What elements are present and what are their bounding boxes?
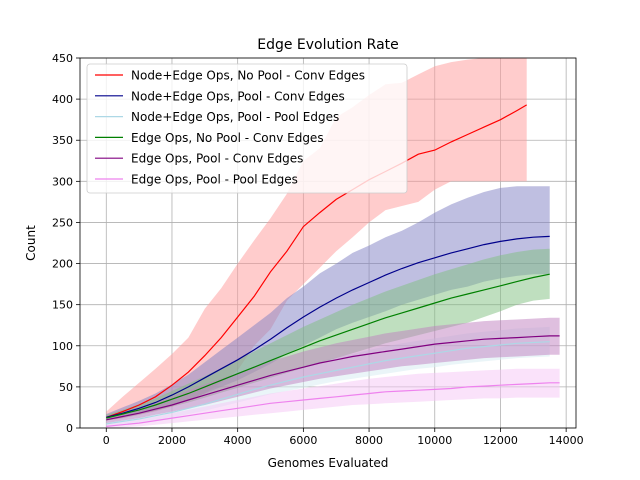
y-axis-label: Count (24, 225, 38, 261)
plot-frame (79, 57, 577, 429)
series-3-line (106, 273, 550, 419)
x-tick-label-7: 14000 (549, 434, 584, 447)
legend-label-1: Node+Edge Ops, Pool - Conv Edges (131, 89, 345, 103)
y-tick-label-4: 200 (52, 258, 73, 271)
x-tick-label-3: 6000 (289, 434, 317, 447)
legend-box (86, 63, 408, 194)
legend: Node+Edge Ops, No Pool - Conv Edges Node+… (86, 63, 408, 194)
chart-title: Edge Evolution Rate (257, 37, 399, 53)
x-tick-label-5: 10000 (417, 434, 452, 447)
tick-layer: 0 2000 4000 6000 8000 10000 12000 14000 0 50 100 15… (52, 52, 584, 447)
legend-label-0: Node+Edge Ops, No Pool - Conv Edges (131, 69, 365, 83)
series-3-band (106, 248, 550, 421)
x-tick-label-2: 4000 (224, 434, 252, 447)
y-tick-label-7: 350 (52, 134, 73, 147)
x-tick-label-4: 8000 (355, 434, 383, 447)
x-tick-label-0: 0 (103, 434, 110, 447)
y-tick-label-2: 100 (52, 340, 73, 353)
series-4-line (106, 335, 560, 421)
legend-label-4: Edge Ops, Pool - Conv Edges (131, 152, 303, 166)
y-tick-label-0: 0 (66, 422, 73, 435)
y-tick-label-5: 250 (52, 216, 73, 229)
y-tick-label-8: 400 (52, 93, 73, 106)
x-tick-label-1: 2000 (158, 434, 186, 447)
legend-label-2: Node+Edge Ops, Pool - Pool Edges (131, 110, 339, 124)
legend-items: Node+Edge Ops, No Pool - Conv Edges Node+… (95, 69, 365, 187)
y-tick-label-6: 300 (52, 175, 73, 188)
series-0-band (106, 58, 527, 421)
series-5-line (106, 382, 560, 427)
series-5-band (106, 368, 560, 428)
legend-label-5: Edge Ops, Pool - Pool Edges (131, 173, 298, 187)
band-layer (106, 58, 560, 428)
line-layer (106, 104, 560, 427)
x-tick-label-6: 12000 (483, 434, 518, 447)
series-1-line (106, 235, 550, 418)
y-tick-label-1: 50 (59, 381, 73, 394)
x-axis-label: Genomes Evaluated (268, 456, 389, 470)
series-2-line (106, 341, 550, 425)
series-0-line (106, 104, 528, 418)
y-tick-label-3: 150 (52, 299, 73, 312)
y-tick-label-9: 450 (52, 52, 73, 65)
legend-label-3: Edge Ops, No Pool - Conv Edges (131, 131, 324, 145)
